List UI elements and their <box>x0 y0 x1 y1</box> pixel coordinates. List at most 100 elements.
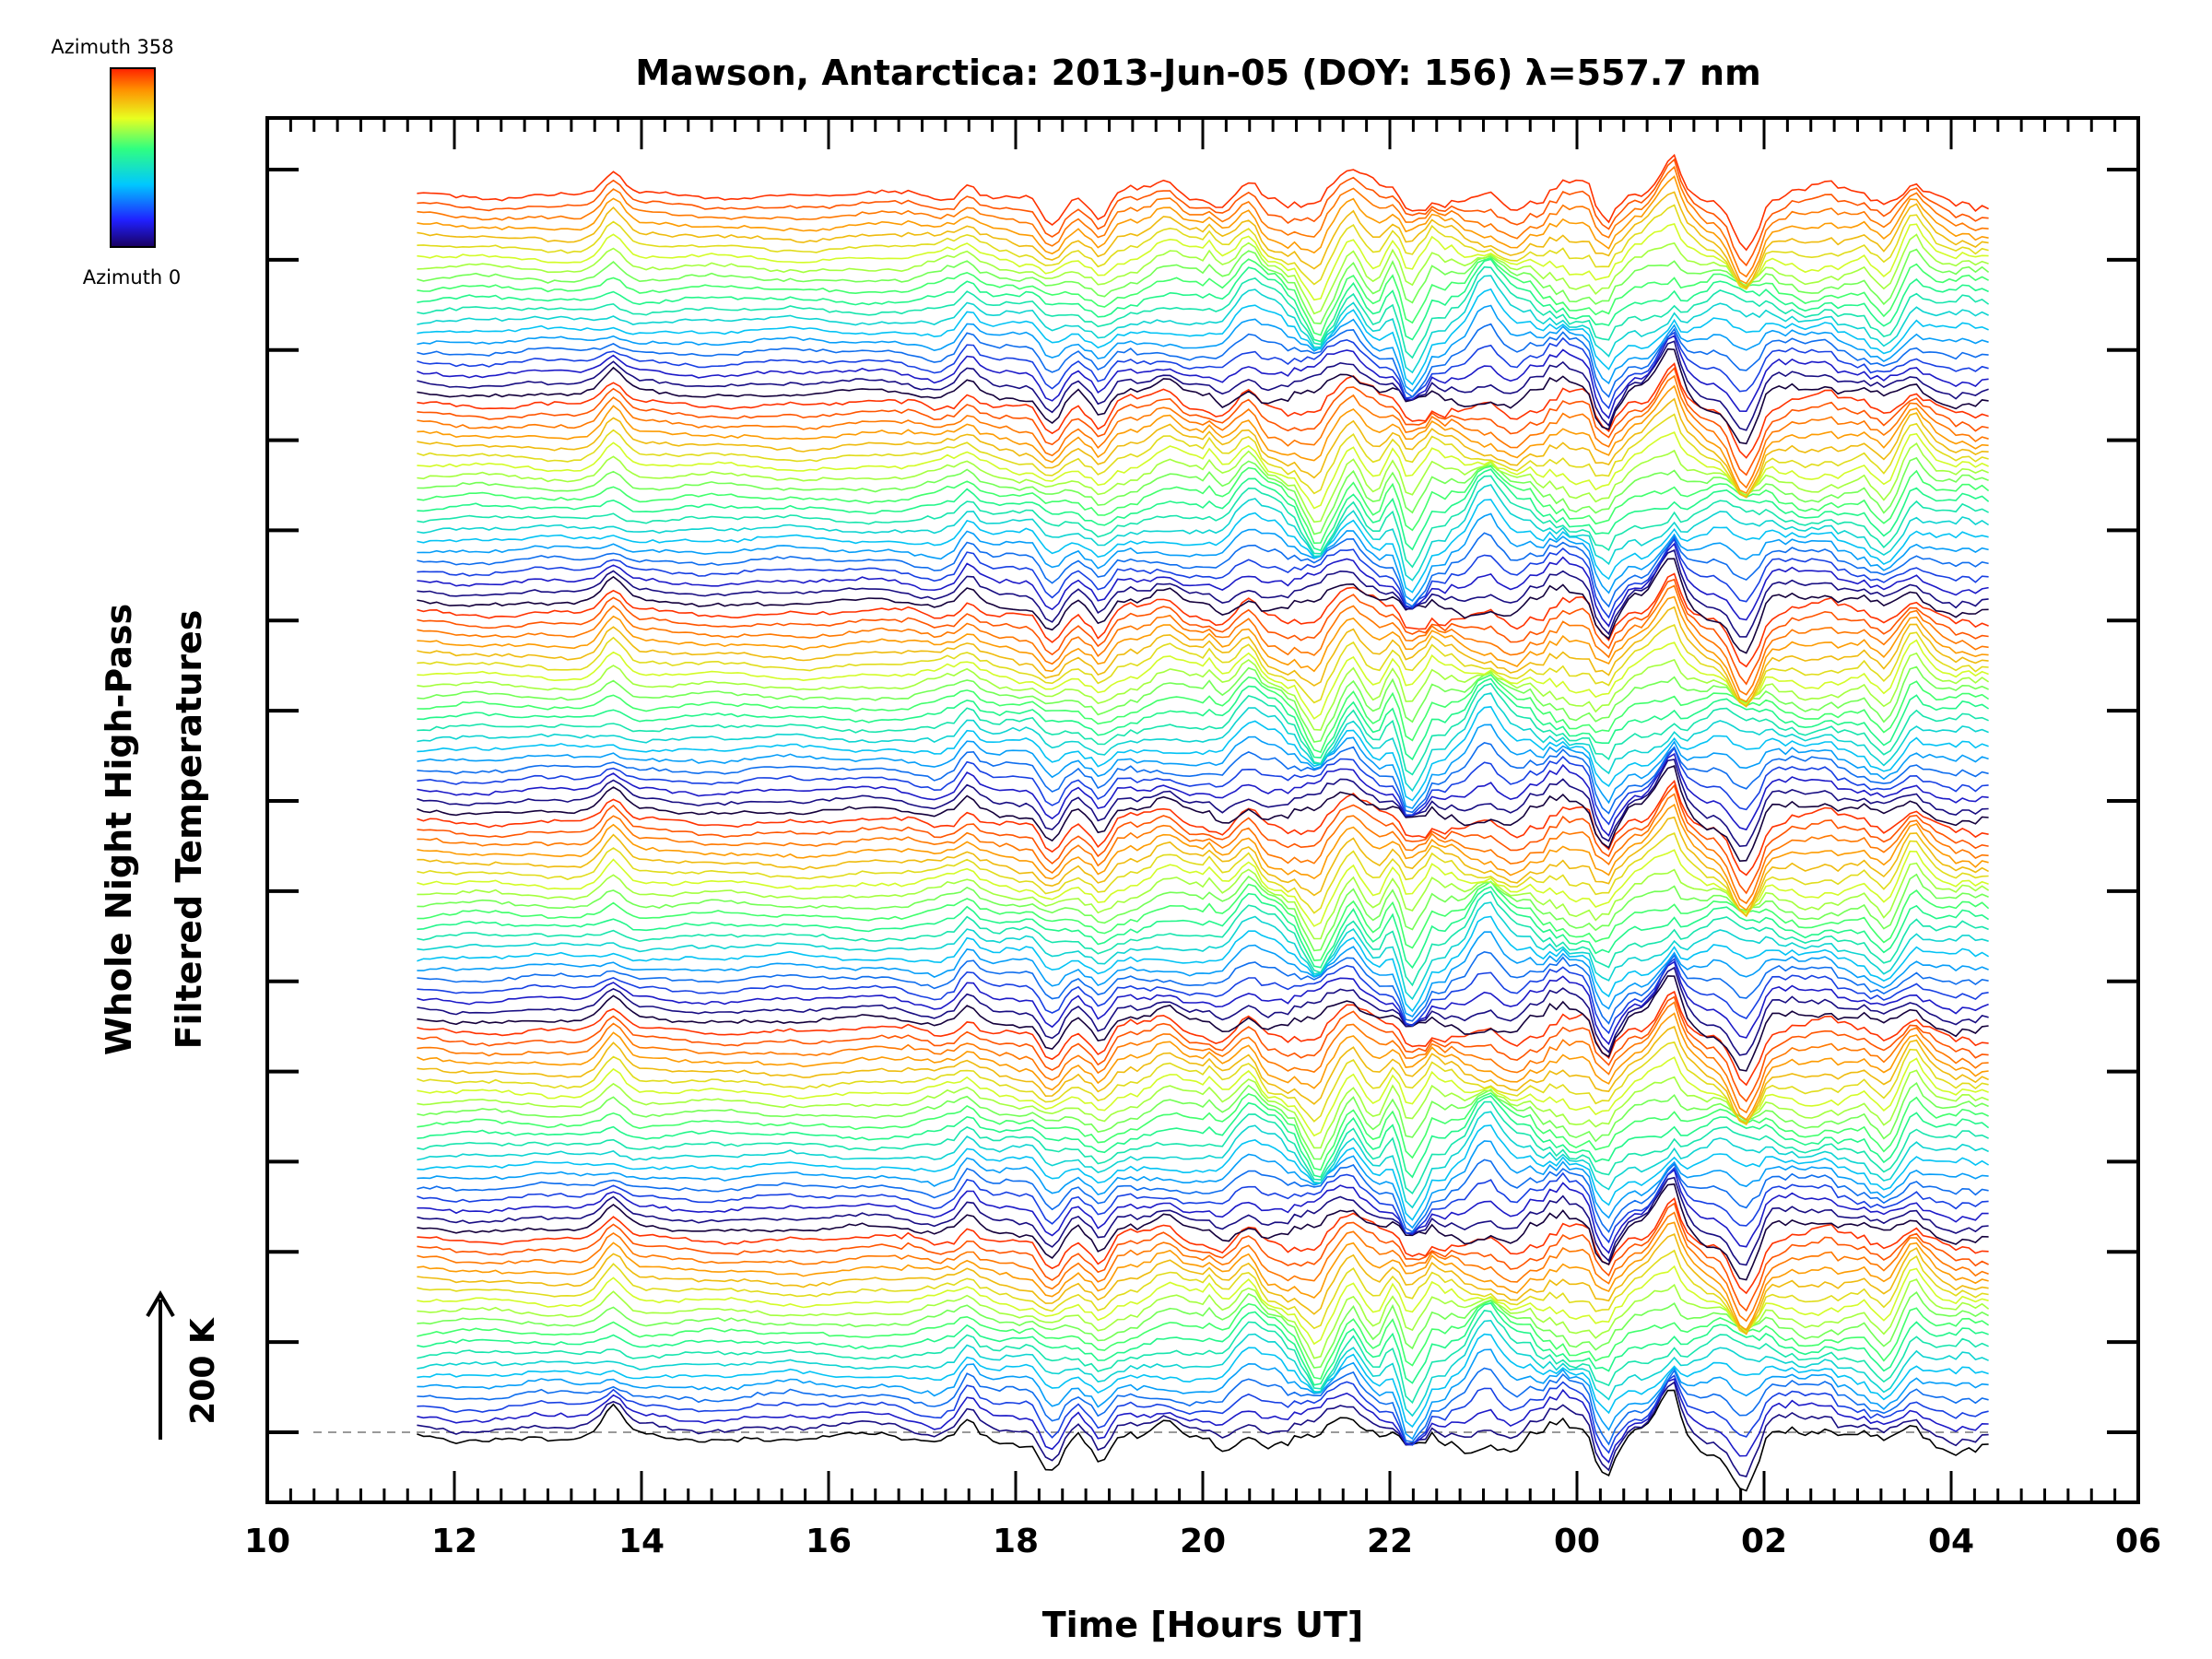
series-line <box>417 1159 1989 1234</box>
chart-title: Mawson, Antarctica: 2013-Jun-05 (DOY: 15… <box>635 53 1760 93</box>
series-line <box>417 366 1989 477</box>
series-line <box>417 578 1989 686</box>
series-line <box>417 873 1989 952</box>
series-line <box>417 384 1989 495</box>
series-line <box>417 832 1989 917</box>
series-line <box>417 1041 1989 1126</box>
series-line <box>417 1095 1990 1179</box>
series-line <box>417 975 1989 1072</box>
series-line <box>417 862 1990 940</box>
series-line <box>417 1221 1989 1332</box>
series-line <box>417 1249 1989 1335</box>
series-line <box>417 995 1989 1103</box>
series-line <box>417 1111 1989 1209</box>
series-line <box>417 1069 1989 1149</box>
x-tick-label: 14 <box>618 1523 665 1560</box>
series-line <box>417 1025 1989 1124</box>
series-line <box>417 532 1989 608</box>
x-tick-label: 00 <box>1554 1523 1600 1560</box>
series-line <box>417 990 1989 1087</box>
series-line <box>417 468 1990 552</box>
series-line <box>417 304 1989 393</box>
y-axis-label-line1: Whole Night High-Pass <box>99 604 139 1055</box>
series-line <box>417 759 1989 848</box>
series-line <box>417 915 1990 1013</box>
series-line <box>417 1265 1989 1346</box>
series-line <box>417 158 1989 267</box>
series-line <box>417 335 1989 419</box>
x-tick-label: 18 <box>993 1523 1039 1560</box>
series-line <box>417 803 1989 912</box>
colorbar-top-label: Azimuth 358 <box>51 36 173 58</box>
series-line <box>417 677 1990 761</box>
series-line <box>417 665 1989 743</box>
series-line <box>417 1374 1989 1454</box>
series-line <box>417 374 1989 489</box>
series-line <box>417 584 1989 696</box>
series-line <box>417 595 1989 703</box>
series-line <box>417 572 1989 668</box>
series-line <box>417 890 1989 987</box>
series-line <box>417 724 1989 809</box>
series-line <box>417 742 1989 815</box>
series-line <box>417 275 1989 374</box>
series-line <box>417 1333 1989 1429</box>
x-tick-labels: 10 12 14 16 18 20 22 00 02 04 06 <box>244 1523 2161 1560</box>
series-line <box>417 752 1989 838</box>
series-line <box>417 165 1989 278</box>
series-line <box>417 1092 1989 1171</box>
series-line <box>417 1291 1989 1369</box>
series-line <box>417 347 1989 445</box>
x-tick-label: 02 <box>1741 1523 1787 1560</box>
series-line <box>417 706 1989 802</box>
series-line <box>417 558 1989 654</box>
series-line <box>417 258 1989 343</box>
series-line <box>417 674 1990 754</box>
series-line <box>417 931 1989 1018</box>
series-line <box>417 880 1990 961</box>
series-line <box>417 901 1989 1001</box>
series-line <box>417 191 1989 289</box>
series-line <box>417 1378 1989 1465</box>
series-line <box>417 779 1989 877</box>
series-line <box>417 764 1989 863</box>
series-line <box>417 465 1990 545</box>
series-line <box>417 397 1989 499</box>
series-line <box>417 950 1989 1025</box>
series-line <box>417 475 1989 569</box>
series-line <box>417 692 1989 793</box>
series-line <box>417 548 1989 638</box>
x-tick-label: 16 <box>806 1523 852 1560</box>
series-line <box>417 639 1989 720</box>
series-line <box>417 512 1989 602</box>
y-axis-label-line2: Filtered Temperatures <box>169 610 209 1050</box>
series-line <box>417 1319 1989 1418</box>
series-line <box>417 783 1989 895</box>
colorbar <box>110 67 156 248</box>
series-line <box>417 1166 1989 1244</box>
series-line <box>417 323 1989 398</box>
series-line <box>417 747 1989 826</box>
x-tick-label: 20 <box>1180 1523 1226 1560</box>
series-line <box>417 413 1989 499</box>
series-line <box>417 1176 1989 1266</box>
colorbar-bottom-label: Azimuth 0 <box>83 266 182 288</box>
series-line <box>417 204 1989 290</box>
series-line <box>417 960 1989 1046</box>
x-tick-label: 10 <box>244 1523 290 1560</box>
series-line <box>417 966 1989 1056</box>
series-line <box>417 1301 1989 1386</box>
series-line <box>417 1012 1989 1122</box>
series-line <box>417 484 1990 582</box>
series-line <box>417 542 1989 628</box>
series-line <box>417 499 1989 594</box>
x-tick-label: 06 <box>2115 1523 2161 1560</box>
series-line <box>417 1202 1989 1312</box>
series-line <box>417 1169 1989 1254</box>
series-line <box>417 456 1989 535</box>
series-line <box>417 233 1989 315</box>
series-line <box>417 816 1989 918</box>
series-line <box>417 223 1989 301</box>
series-line <box>417 1197 1989 1295</box>
series-line <box>417 1182 1989 1281</box>
